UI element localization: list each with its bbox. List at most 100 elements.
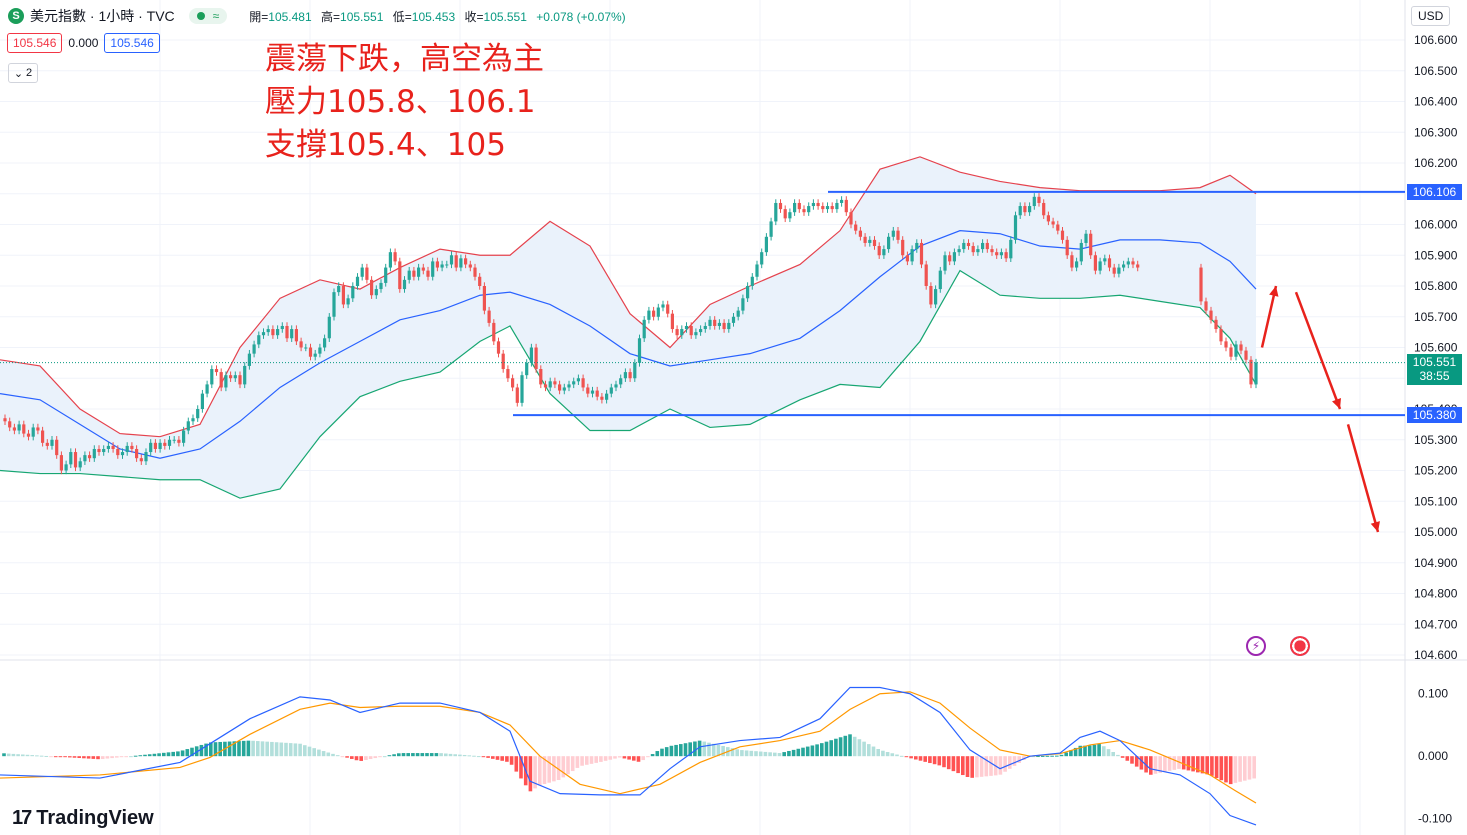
candle bbox=[22, 424, 26, 434]
candle bbox=[1060, 230, 1065, 240]
macd-histogram-bar bbox=[904, 756, 909, 758]
macd-histogram-bar bbox=[1210, 756, 1214, 776]
market-status[interactable]: ≈ bbox=[188, 8, 228, 24]
lightning-icon[interactable]: ⚡ bbox=[1246, 636, 1266, 656]
macd-histogram-bar bbox=[16, 754, 20, 757]
macd-histogram-bar bbox=[1167, 756, 1172, 771]
price-tick-label: 105.800 bbox=[1414, 279, 1458, 293]
candle bbox=[120, 452, 125, 456]
candle bbox=[1037, 196, 1041, 203]
candle bbox=[887, 236, 891, 250]
countdown: 38:55 bbox=[1419, 369, 1450, 383]
candle bbox=[280, 325, 284, 330]
candle bbox=[426, 270, 430, 277]
symbol-title[interactable]: 美元指數 · 1小時 · TVC bbox=[30, 8, 175, 24]
ohlc-values: 開=105.481 高=105.551 低=105.453 收=105.551 … bbox=[249, 8, 631, 25]
macd-histogram-bar bbox=[152, 753, 157, 757]
candle bbox=[567, 384, 571, 388]
tradingview-logo-icon: 17 bbox=[12, 807, 32, 829]
projection-down-arrow-head bbox=[1332, 398, 1341, 409]
macd-histogram-bar bbox=[77, 756, 81, 759]
price-tick-label: 106.600 bbox=[1414, 33, 1458, 47]
macd-histogram-bar bbox=[1247, 756, 1252, 780]
macd-histogram-bar bbox=[1181, 756, 1186, 770]
macd-histogram-bar bbox=[1200, 756, 1205, 774]
candle bbox=[1244, 350, 1248, 360]
candle bbox=[825, 206, 830, 210]
macd-histogram-bar bbox=[274, 742, 279, 757]
macd-histogram-bar bbox=[425, 753, 429, 757]
macd-histogram-bar bbox=[627, 756, 631, 760]
macd-histogram-bar bbox=[246, 740, 251, 757]
macd-histogram-bar bbox=[1153, 756, 1158, 774]
tradingview-brand[interactable]: 17 TradingView bbox=[12, 807, 154, 830]
candle bbox=[666, 304, 670, 314]
macd-histogram-bar bbox=[49, 756, 53, 758]
candle bbox=[370, 279, 374, 296]
macd-histogram-bar bbox=[683, 743, 688, 757]
candle bbox=[318, 347, 322, 354]
candle bbox=[868, 239, 872, 243]
candle bbox=[1009, 239, 1013, 259]
macd-histogram-bar bbox=[1172, 756, 1177, 770]
candle bbox=[417, 267, 421, 277]
macd-histogram-bar bbox=[603, 756, 608, 761]
macd-histogram-bar bbox=[176, 751, 180, 757]
candle bbox=[144, 452, 148, 462]
candle bbox=[304, 347, 308, 349]
macd-histogram-bar bbox=[1078, 745, 1083, 757]
candle bbox=[473, 267, 477, 277]
macd-histogram-bar bbox=[345, 756, 349, 758]
candle bbox=[703, 325, 707, 330]
buy-button[interactable]: 105.546 bbox=[104, 33, 160, 53]
candle bbox=[487, 310, 491, 323]
macd-histogram-bar bbox=[1125, 756, 1130, 761]
macd-histogram-bar bbox=[105, 756, 110, 759]
macd-histogram-bar bbox=[702, 741, 707, 757]
macd-histogram-bar bbox=[317, 749, 321, 757]
macd-histogram-bar bbox=[693, 741, 697, 757]
macd-histogram-bar bbox=[166, 752, 171, 757]
macd-histogram-bar bbox=[204, 743, 208, 757]
macd-histogram-bar bbox=[411, 753, 415, 757]
macd-histogram-bar bbox=[354, 756, 359, 761]
price-tick-label: 106.400 bbox=[1414, 95, 1458, 109]
candle bbox=[449, 255, 454, 265]
candle bbox=[708, 319, 712, 326]
candle bbox=[73, 452, 78, 468]
price-tick-label: 105.600 bbox=[1414, 341, 1458, 355]
macd-histogram-bar bbox=[429, 753, 434, 757]
collapse-indicators-button[interactable]: ⌄ 2 bbox=[8, 63, 38, 83]
macd-histogram-bar bbox=[763, 751, 768, 757]
candle bbox=[1084, 233, 1088, 243]
macd-histogram-bar bbox=[58, 756, 63, 758]
candle bbox=[243, 365, 247, 385]
us-flag-icon[interactable] bbox=[1290, 636, 1310, 656]
macd-histogram-bar bbox=[867, 744, 871, 757]
candle bbox=[116, 448, 120, 456]
macd-histogram-bar bbox=[63, 756, 67, 758]
candle bbox=[717, 322, 721, 326]
candle bbox=[760, 252, 764, 265]
macd-histogram-bar bbox=[575, 756, 580, 768]
candle bbox=[543, 384, 548, 388]
currency-selector[interactable]: USD bbox=[1411, 6, 1451, 26]
macd-histogram-bar bbox=[284, 742, 288, 757]
macd-histogram-bar bbox=[1186, 756, 1191, 771]
candle bbox=[586, 387, 590, 394]
candle bbox=[605, 393, 609, 400]
macd-histogram-bar bbox=[21, 754, 25, 757]
candle bbox=[811, 202, 815, 207]
price-tick-label: 105.300 bbox=[1414, 433, 1458, 447]
candle bbox=[285, 325, 289, 339]
sell-button[interactable]: 105.546 bbox=[7, 33, 63, 53]
macd-histogram-bar bbox=[307, 746, 312, 757]
candle bbox=[952, 252, 956, 262]
candle bbox=[271, 329, 275, 336]
macd-histogram-bar bbox=[622, 756, 627, 759]
macd-histogram-bar bbox=[133, 755, 138, 757]
macd-histogram-bar bbox=[834, 738, 838, 757]
candle bbox=[614, 384, 618, 388]
candle bbox=[492, 322, 496, 342]
